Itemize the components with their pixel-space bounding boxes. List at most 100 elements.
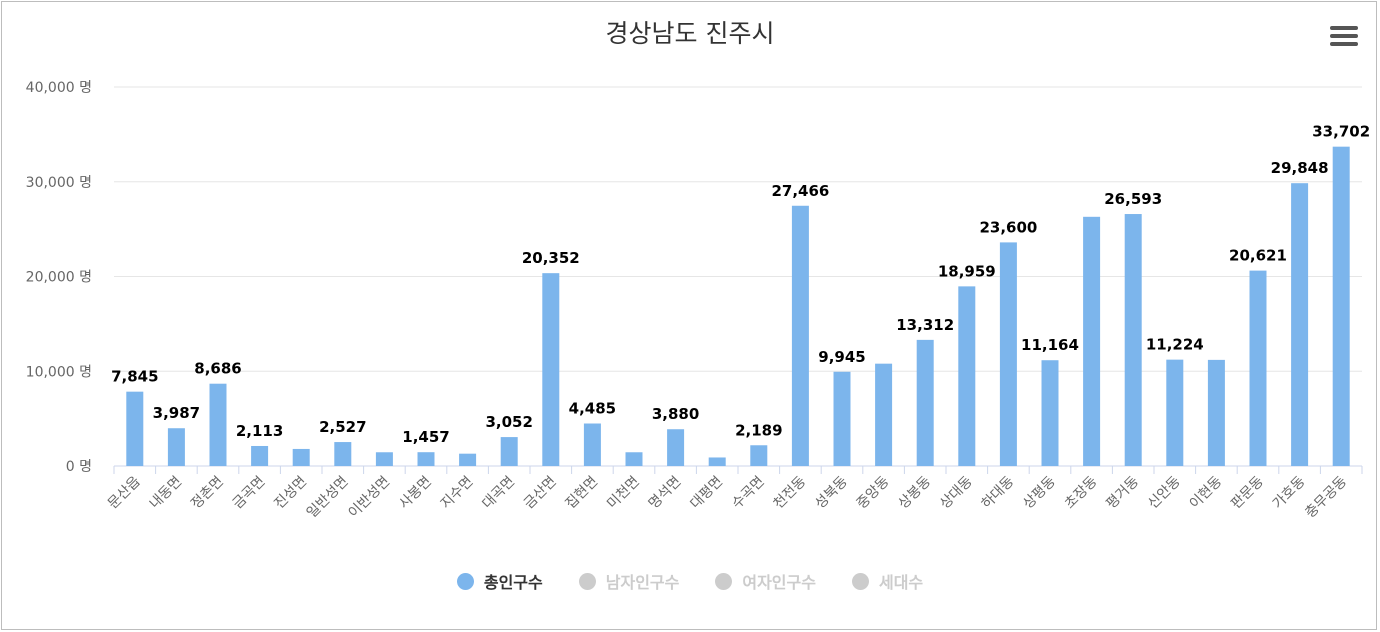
legend-item-female-population[interactable]: 여자인구수 [715,569,816,593]
bar [958,286,976,466]
x-tick-label: 이반성면 [345,474,393,522]
data-label: 9,945 [818,348,865,366]
bar [459,453,477,466]
legend-marker [456,572,474,590]
bar [209,383,227,466]
bar [667,429,685,466]
bar [542,273,560,466]
x-tick-label: 초장동 [1062,473,1101,512]
y-tick-label: 30,000 명 [26,175,92,191]
legend-item-male-population[interactable]: 남자인구수 [578,569,680,593]
bar [251,445,269,466]
data-label: 20,621 [1229,247,1287,265]
x-tick-label: 미천면 [604,474,643,513]
x-tick-label: 사봉면 [396,474,435,513]
data-label: 3,880 [652,405,699,423]
x-tick-label: 집현면 [563,474,602,513]
data-label: 4,485 [569,400,616,418]
x-tick-label: 문산읍 [105,473,144,512]
data-label: 3,052 [485,413,532,431]
data-label: 3,987 [153,404,200,422]
bar [500,437,518,466]
x-tick-label: 이현동 [1187,473,1226,512]
x-tick-label: 상평동 [1020,473,1059,512]
bar [1124,214,1142,466]
x-tick-label: 하대동 [979,473,1018,512]
x-tick-label: 진성면 [271,474,310,513]
x-tick-label: 정촌면 [188,474,227,513]
x-tick-label: 일반성면 [304,474,352,522]
x-tick-label: 성북동 [812,473,851,512]
y-tick-label: 10,000 명 [26,364,92,380]
x-tick-label: 지수면 [438,474,477,513]
bar [916,339,934,466]
legend-label: 총인구수 [483,573,543,592]
x-tick-label: 판문동 [1228,473,1267,512]
legend-label: 세대수 [878,573,924,592]
x-tick-label: 대곡면 [479,474,518,513]
bar [375,452,393,466]
x-tick-label: 금곡면 [230,474,269,513]
bar [417,452,435,466]
data-label: 11,164 [1021,336,1079,354]
bar [999,242,1017,466]
bar [875,363,893,466]
x-tick-label: 충무공동 [1302,473,1350,521]
x-tick-label: 상봉동 [895,473,934,512]
data-label: 23,600 [979,218,1037,236]
bar [1041,360,1059,466]
data-label: 1,457 [402,428,449,446]
chart-legend: 총인구수 남자인구수 여자인구수 세대수 [0,569,1380,593]
data-label: 11,224 [1146,336,1204,354]
x-tick-label: 금산면 [521,474,560,513]
bar [791,205,809,466]
hamburger-menu-icon[interactable] [1330,26,1358,50]
legend-label: 남자인구수 [605,573,680,592]
y-tick-label: 40,000 명 [26,80,92,96]
data-label: 8,686 [194,360,241,378]
x-tick-label: 상대동 [937,473,976,512]
y-tick-label: 0 명 [66,459,92,475]
bar [167,428,185,466]
legend-item-households[interactable]: 세대수 [851,569,924,593]
bar [583,423,601,466]
bar [1332,146,1350,466]
x-tick-label: 대평면 [687,474,726,513]
data-label: 27,466 [771,182,829,200]
bar [292,448,310,466]
legend-marker [715,572,733,590]
data-label: 2,189 [735,421,782,439]
x-tick-label: 명석면 [646,474,685,513]
data-label: 18,959 [938,262,996,280]
bar [1207,359,1225,466]
data-label: 20,352 [522,249,580,267]
bar [1166,359,1184,466]
legend-marker [578,572,596,590]
data-label: 26,593 [1104,190,1162,208]
legend-marker [851,572,869,590]
x-tick-label: 천전동 [771,473,810,512]
bar [334,442,352,466]
bar [126,391,144,466]
bar-chart: 0 명 10,000 명 20,000 명 30,000 명 40,000 명 7,845… [26,80,1370,522]
data-label: 33,702 [1312,123,1370,141]
bar [833,371,851,466]
x-tick-label: 평거동 [1103,473,1142,512]
data-label: 2,527 [319,418,366,436]
bar [1249,270,1267,466]
legend-item-total-population[interactable]: 총인구수 [456,569,543,593]
bar [1291,183,1309,467]
data-label: 29,848 [1271,159,1329,177]
x-tick-label: 신안동 [1145,473,1184,512]
bar [708,457,726,466]
data-label: 13,312 [896,316,954,334]
chart-title: 경상남도 진주시 [605,19,775,48]
x-tick-label: 수곡면 [729,474,768,513]
bar [750,445,768,466]
bar [1083,216,1101,466]
bar [625,452,643,466]
data-label: 2,113 [236,422,283,440]
x-tick-label: 내동면 [147,474,186,513]
legend-label: 여자인구수 [742,573,816,592]
